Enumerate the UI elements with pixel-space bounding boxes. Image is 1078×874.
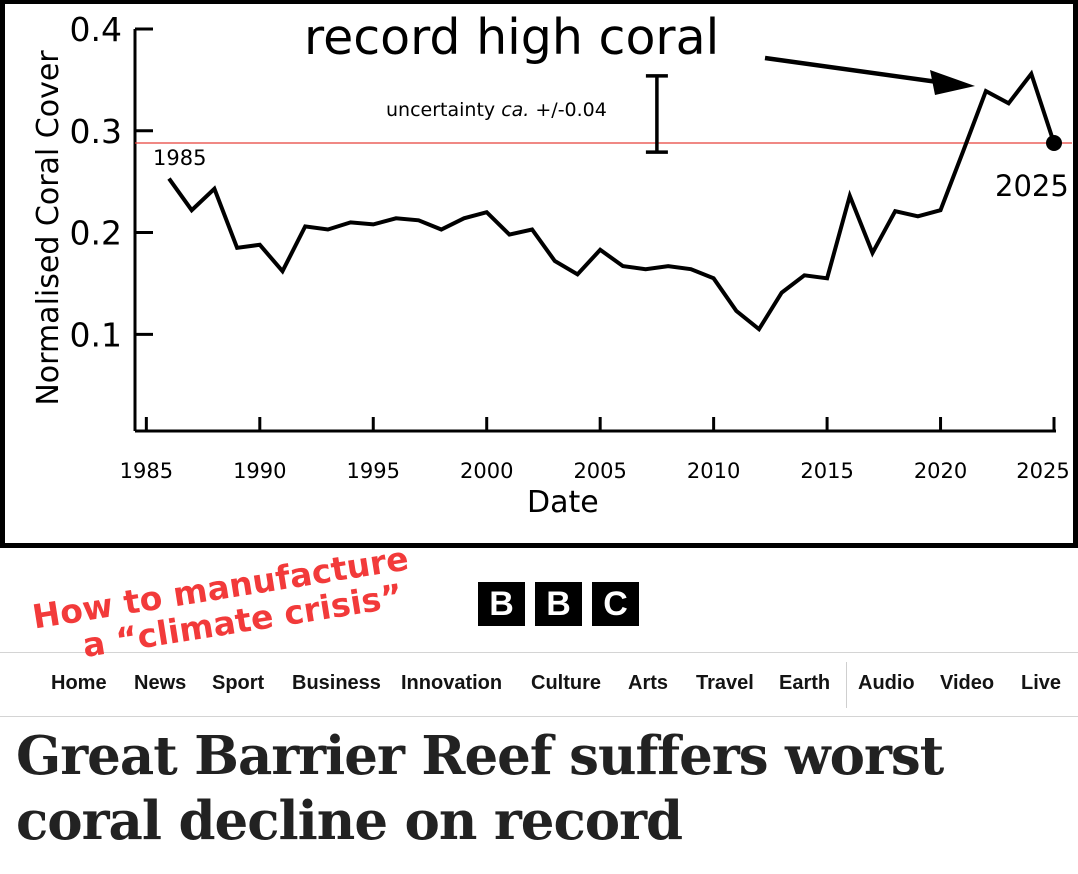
end-year-label: 2025 <box>995 169 1069 203</box>
logo-letter-c: C <box>592 582 639 626</box>
overlay-caption-line-2: a “climate crisis” <box>79 575 406 666</box>
x-tick-label: 1990 <box>233 459 286 483</box>
end-point-marker <box>1046 134 1062 151</box>
y-tick-label: 0.1 <box>70 315 122 354</box>
nav-item-innovation[interactable]: Innovation <box>401 672 503 694</box>
x-tick-label: 2010 <box>687 459 740 483</box>
overlay-caption-line-1: How to manufacture <box>29 538 412 637</box>
record-high-arrow-shaft <box>764 55 946 86</box>
x-tick-label: 2025 <box>1016 459 1069 483</box>
nav-item-sport[interactable]: Sport <box>212 672 265 694</box>
nav-item-arts[interactable]: Arts <box>628 672 669 694</box>
nav-item-home[interactable]: Home <box>51 672 107 694</box>
nav-item-culture[interactable]: Culture <box>531 672 601 694</box>
x-tick-label: 2000 <box>460 459 513 483</box>
record-high-arrow-head <box>930 70 975 95</box>
x-tick-label: 2020 <box>914 459 967 483</box>
y-axis-title: Normalised Coral Cover <box>31 50 66 406</box>
x-tick-label: 1995 <box>347 459 400 483</box>
uncertainty-label: uncertainty ca. +/-0.04 <box>386 99 607 121</box>
y-tick-label: 0.4 <box>70 10 122 49</box>
nav-item-video[interactable]: Video <box>940 672 995 694</box>
chart-frame <box>0 0 1078 548</box>
y-tick-label: 0.2 <box>70 214 122 253</box>
nav-item-news[interactable]: News <box>134 672 187 694</box>
nav-divider <box>846 662 847 708</box>
x-tick-label: 1985 <box>120 459 173 483</box>
logo-letter-b2: B <box>535 582 582 626</box>
x-axis-title: Date <box>527 485 599 520</box>
nav-item-travel[interactable]: Travel <box>696 672 754 694</box>
y-tick-label: 0.3 <box>70 112 122 151</box>
article-headline: Great Barrier Reef suffers worst coral d… <box>16 725 944 852</box>
nav-divider-bottom <box>0 716 1078 717</box>
nav-divider-top <box>0 652 1078 653</box>
logo-letter-b1: B <box>478 582 525 626</box>
nav-item-audio[interactable]: Audio <box>858 672 915 694</box>
x-tick-label: 2005 <box>573 459 626 483</box>
nav-item-earth[interactable]: Earth <box>779 672 831 694</box>
bbc-logo[interactable]: B B C <box>478 582 639 626</box>
coral-cover-series-line <box>167 69 1056 333</box>
record-high-label: record high coral <box>304 9 719 66</box>
start-year-label: 1985 <box>153 146 206 170</box>
nav-bar: Home News Sport Business Innovation Cult… <box>0 662 1078 708</box>
x-tick-label: 2015 <box>800 459 853 483</box>
nav-item-business[interactable]: Business <box>292 672 381 694</box>
nav-item-live[interactable]: Live <box>1021 672 1062 694</box>
coral-cover-chart: 1985 1990 1995 2000 2005 2010 2015 2020 2025 0.1 0… <box>31 9 1072 520</box>
